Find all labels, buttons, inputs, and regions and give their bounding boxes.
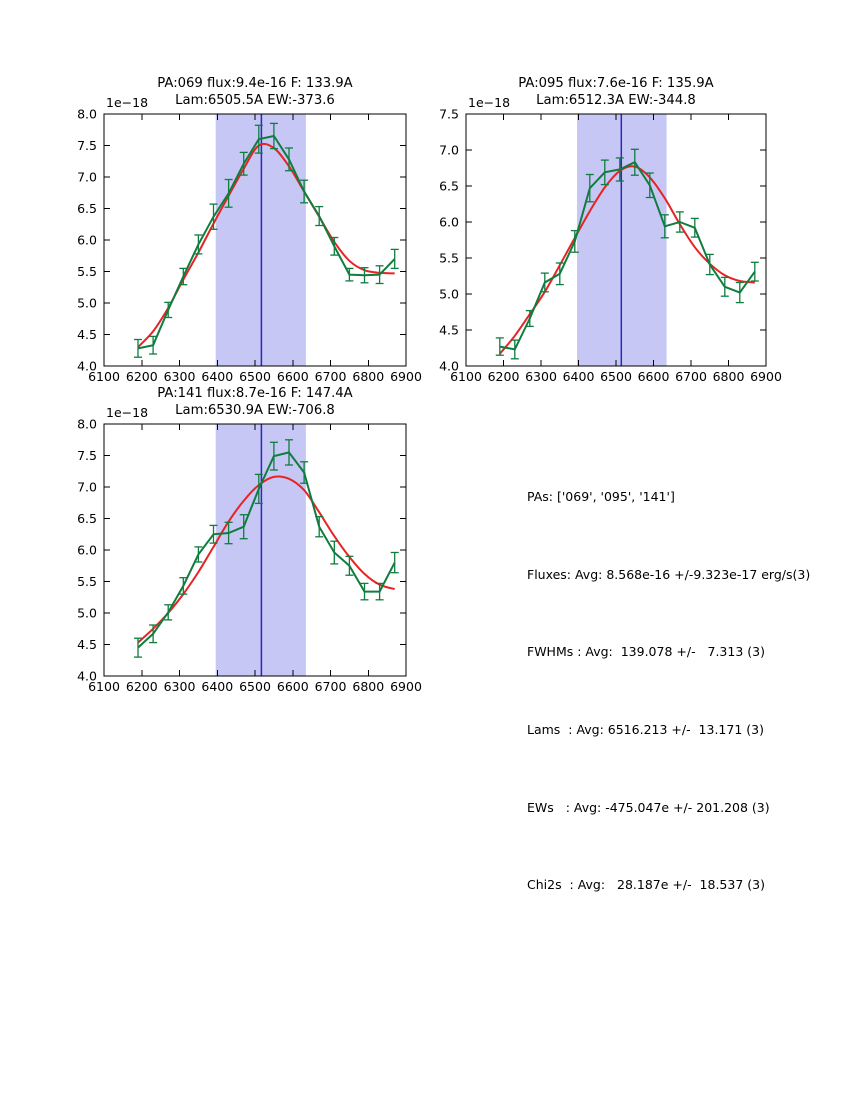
x-tick-label: 6600	[277, 679, 309, 694]
x-tick-label: 6300	[164, 679, 196, 694]
y-tick-label: 7.0	[77, 480, 97, 495]
x-tick-label: 6900	[750, 369, 782, 384]
spectrum-data-line	[499, 160, 756, 351]
y-tick-label: 5.5	[77, 264, 97, 279]
x-tick-label: 6700	[315, 369, 347, 384]
y-tick-label: 6.5	[77, 201, 97, 216]
x-tick-label: 6200	[126, 369, 158, 384]
summary-ews-line: EWs : Avg: -475.047e +/- 201.208 (3)	[527, 799, 770, 815]
y-tick-label: 6.0	[77, 233, 97, 248]
x-tick-label: 6400	[563, 369, 595, 384]
tick-labels: 6100 6200 6300 6400 6500 6600 6700 6800 6900 4.0 4…	[77, 107, 422, 385]
y-tick-label: 5.0	[77, 606, 97, 621]
plot-title-line2: Lam:6512.3A EW:-344.8	[536, 93, 696, 108]
x-tick-label: 6300	[525, 369, 557, 384]
y-tick-label: 8.0	[77, 417, 97, 432]
y-tick-label: 7.0	[77, 170, 97, 185]
summary-chi2s-line: Chi2s : Avg: 28.187e +/- 18.537 (3)	[527, 877, 765, 893]
plot-title-line2: Lam:6505.5A EW:-373.6	[175, 93, 335, 108]
x-tick-label: 6300	[164, 369, 196, 384]
y-tick-label: 5.0	[439, 287, 459, 302]
spectrum-data-line	[137, 451, 396, 649]
x-tick-label: 6800	[352, 679, 384, 694]
tick-labels: 6100 6200 6300 6400 6500 6600 6700 6800 6900 4.0 4…	[439, 107, 782, 385]
y-tick-label: 5.5	[77, 574, 97, 589]
x-tick-label: 6200	[126, 679, 158, 694]
y-tick-label: 5.5	[439, 251, 459, 266]
x-tick-label: 6700	[315, 679, 347, 694]
x-tick-label: 6400	[201, 679, 233, 694]
gaussian-fit-curve	[137, 142, 395, 348]
x-tick-label: 6100	[450, 369, 482, 384]
x-tick-label: 6400	[201, 369, 233, 384]
plot-title-line1: PA:095 flux:7.6e-16 F: 135.9A	[518, 76, 713, 91]
summary-fluxes-line: Fluxes: Avg: 8.568e-16 +/-9.323e-17 erg/…	[527, 566, 811, 582]
y-tick-label: 7.5	[77, 138, 97, 153]
summary-fwhms-line: FWHMs : Avg: 139.078 +/- 7.313 (3)	[527, 644, 765, 660]
spectrum-data-line	[137, 134, 396, 350]
x-tick-label: 6800	[352, 369, 384, 384]
y-tick-label: 8.0	[77, 107, 97, 122]
y-tick-label: 6.5	[439, 179, 459, 194]
y-tick-label: 6.5	[77, 511, 97, 526]
plot-title-line1: PA:069 flux:9.4e-16 F: 133.9A	[157, 76, 352, 91]
x-tick-label: 6100	[88, 369, 120, 384]
plot-pa141: 6100 6200 6300 6400 6500 6600 6700 6800 6900 4.0 4…	[77, 386, 422, 694]
y-tick-label: 4.0	[439, 359, 459, 374]
plot-pa095: 6100 6200 6300 6400 6500 6600 6700 6800 6900 4.0 4…	[439, 76, 782, 384]
x-tick-label: 6500	[239, 679, 271, 694]
y-axis-offset-label: 1e−18	[106, 95, 148, 110]
y-tick-label: 6.0	[77, 543, 97, 558]
axis-ticks	[103, 113, 407, 367]
x-tick-label: 6700	[675, 369, 707, 384]
y-axis-offset-label: 1e−18	[468, 95, 510, 110]
summary-stats-block: PAs: ['069', '095', '141'] Fluxes: Avg: …	[527, 432, 810, 924]
y-tick-label: 7.5	[439, 107, 459, 122]
plot-title-line2: Lam:6530.9A EW:-706.8	[175, 403, 335, 418]
x-tick-label: 6600	[277, 369, 309, 384]
x-tick-label: 6900	[390, 679, 422, 694]
summary-lams-line: Lams : Avg: 6516.213 +/- 13.171 (3)	[527, 721, 764, 737]
tick-labels: 6100 6200 6300 6400 6500 6600 6700 6800 6900 4.0 4…	[77, 417, 422, 695]
plot-title-line1: PA:141 flux:8.7e-16 F: 147.4A	[157, 386, 352, 401]
x-tick-label: 6500	[600, 369, 632, 384]
y-axis-offset-label: 1e−18	[106, 405, 148, 420]
x-tick-label: 6600	[638, 369, 670, 384]
y-tick-label: 4.0	[77, 669, 97, 684]
plot-pa069: 6100 6200 6300 6400 6500 6600 6700 6800 6900 4.0 4…	[77, 76, 422, 384]
axis-ticks	[103, 423, 407, 677]
x-tick-label: 6100	[88, 679, 120, 694]
y-tick-label: 7.5	[77, 448, 97, 463]
y-tick-label: 5.0	[77, 296, 97, 311]
y-tick-label: 4.5	[439, 323, 459, 338]
x-tick-label: 6800	[713, 369, 745, 384]
summary-pas-line: PAs: ['069', '095', '141']	[527, 488, 675, 504]
y-tick-label: 7.0	[439, 143, 459, 158]
x-tick-label: 6500	[239, 369, 271, 384]
y-tick-label: 4.5	[77, 327, 97, 342]
y-tick-label: 6.0	[439, 215, 459, 230]
x-tick-label: 6900	[390, 369, 422, 384]
x-tick-label: 6200	[488, 369, 520, 384]
axis-ticks	[465, 113, 767, 367]
y-tick-label: 4.0	[77, 359, 97, 374]
y-tick-label: 4.5	[77, 637, 97, 652]
gaussian-fit-curve	[137, 475, 396, 644]
